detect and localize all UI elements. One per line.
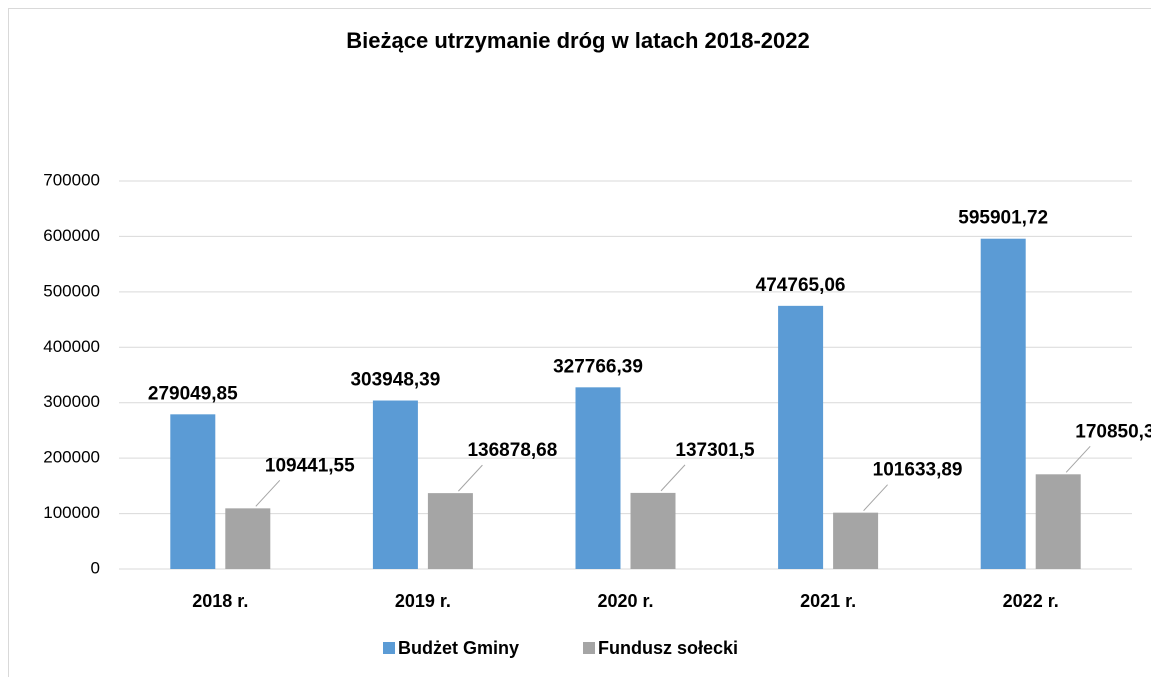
bar bbox=[778, 305, 824, 569]
leader-line bbox=[863, 484, 888, 512]
y-tick-label: 100000 bbox=[43, 503, 100, 522]
bar bbox=[372, 400, 418, 569]
y-tick-label: 400000 bbox=[43, 337, 100, 356]
data-label: 327766,39 bbox=[553, 356, 643, 377]
x-tick-label: 2018 r. bbox=[192, 591, 248, 611]
x-tick-label: 2022 r. bbox=[1003, 591, 1059, 611]
data-label: 136878,68 bbox=[467, 440, 557, 461]
bar bbox=[575, 387, 621, 569]
data-label: 303948,39 bbox=[350, 370, 440, 391]
x-tick-label: 2019 r. bbox=[395, 591, 451, 611]
data-label: 137301,5 bbox=[675, 440, 755, 461]
leader-line bbox=[1065, 445, 1091, 473]
y-tick-label: 300000 bbox=[43, 392, 100, 411]
y-tick-label: 700000 bbox=[43, 170, 100, 189]
bar bbox=[1035, 474, 1081, 569]
legend-label: Budżet Gminy bbox=[398, 638, 519, 658]
bar bbox=[170, 414, 216, 569]
y-tick-label: 200000 bbox=[43, 448, 100, 467]
x-tick-label: 2021 r. bbox=[800, 591, 856, 611]
data-label: 595901,72 bbox=[958, 208, 1048, 229]
data-label: 474765,06 bbox=[756, 275, 846, 296]
leader-line bbox=[660, 464, 686, 492]
legend-swatch bbox=[383, 642, 395, 654]
bar bbox=[427, 493, 473, 569]
bar bbox=[980, 238, 1026, 569]
bar bbox=[225, 508, 271, 569]
bar bbox=[630, 492, 676, 569]
legend-swatch bbox=[583, 642, 595, 654]
legend-label: Fundusz sołecki bbox=[598, 638, 738, 658]
leader-line bbox=[458, 464, 483, 492]
bar bbox=[833, 512, 879, 569]
data-label: 101633,89 bbox=[873, 460, 963, 481]
x-tick-label: 2020 r. bbox=[597, 591, 653, 611]
leader-line bbox=[255, 479, 281, 507]
data-label: 170850,38 bbox=[1075, 421, 1151, 442]
y-tick-label: 0 bbox=[91, 558, 100, 577]
chart-border bbox=[8, 8, 1151, 677]
y-tick-label: 500000 bbox=[43, 281, 100, 300]
chart-title: Bieżące utrzymanie dróg w latach 2018-20… bbox=[346, 28, 809, 53]
data-label: 109441,55 bbox=[265, 455, 355, 476]
y-tick-label: 600000 bbox=[43, 226, 100, 245]
data-label: 279049,85 bbox=[148, 383, 238, 404]
